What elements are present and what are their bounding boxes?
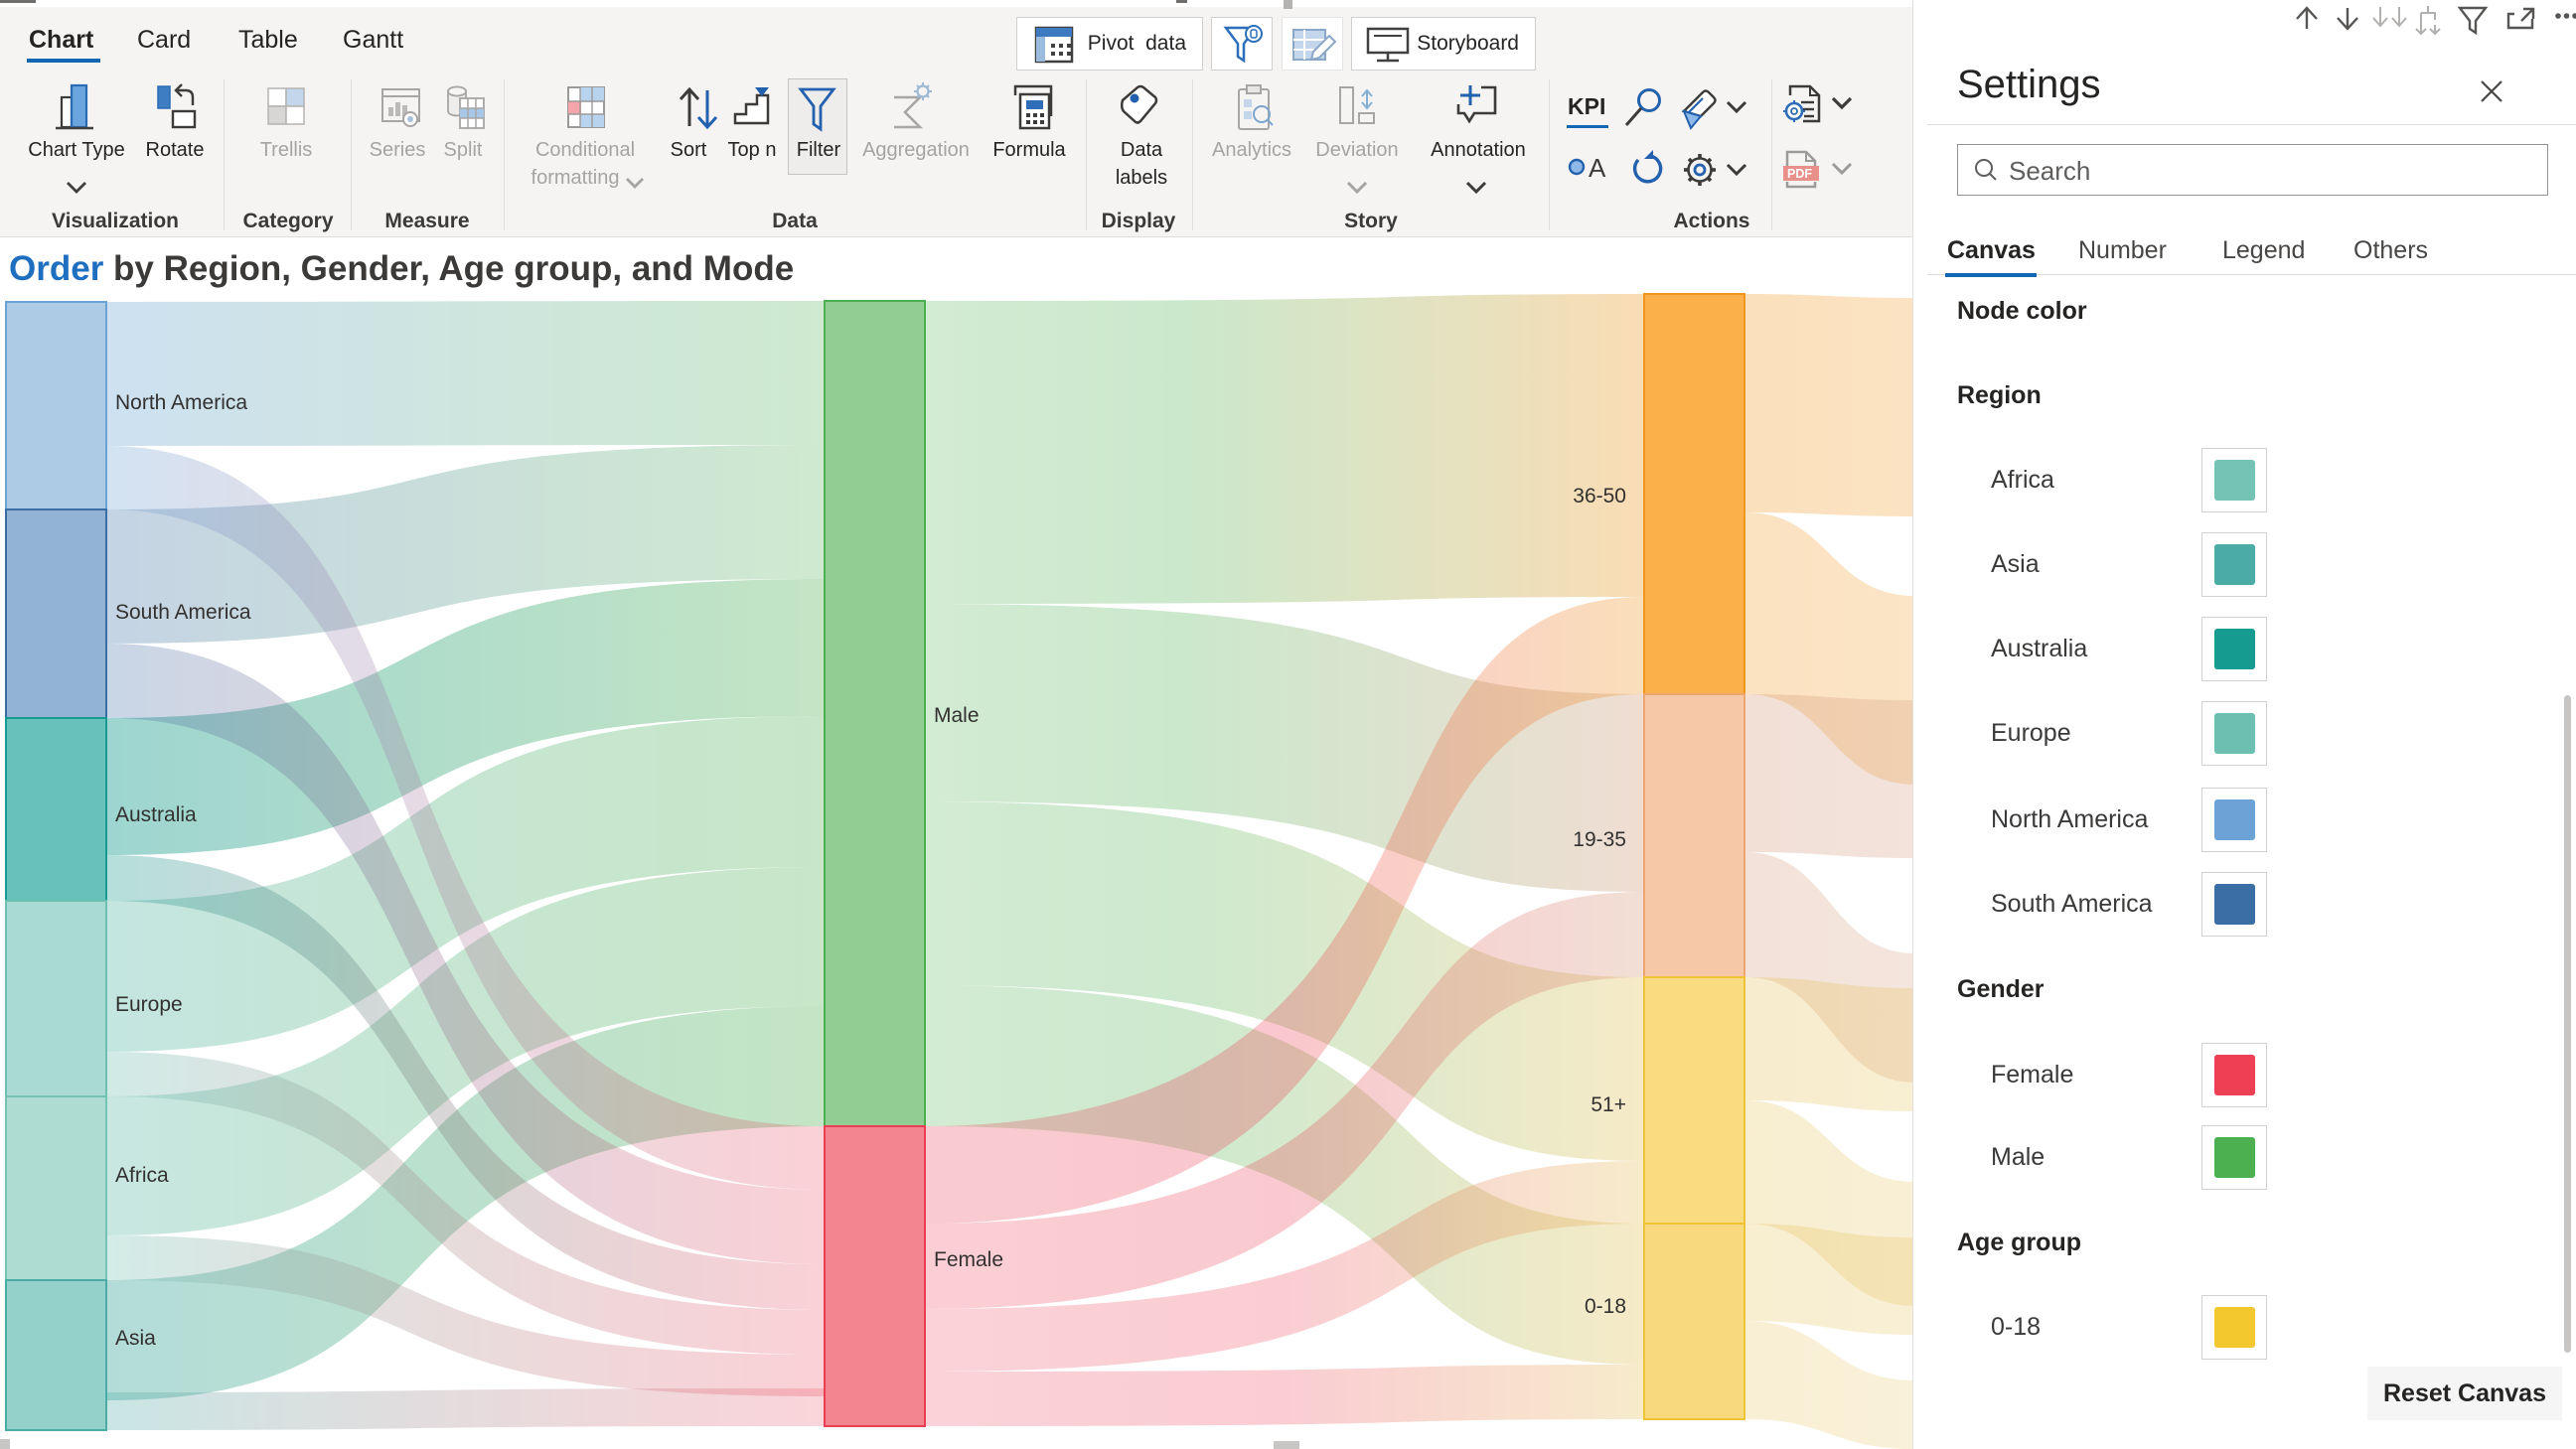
svg-text:Africa: Africa [115, 1164, 169, 1187]
svg-text:South America: South America [115, 601, 251, 624]
svg-text:36-50: 36-50 [1573, 485, 1626, 507]
svg-text:PDF: PDF [1787, 167, 1812, 181]
svg-text:19-35: 19-35 [1573, 828, 1626, 851]
svg-text:Asia: Asia [115, 1327, 156, 1350]
svg-text:51+: 51+ [1591, 1093, 1626, 1116]
svg-text:Female: Female [934, 1248, 1003, 1271]
svg-text:Europe: Europe [115, 993, 183, 1016]
svg-text:0-18: 0-18 [1585, 1295, 1626, 1318]
svg-text:Australia: Australia [115, 803, 197, 826]
svg-text:North America: North America [115, 391, 247, 414]
svg-text:A: A [1589, 153, 1606, 183]
svg-text:Male: Male [934, 704, 980, 727]
